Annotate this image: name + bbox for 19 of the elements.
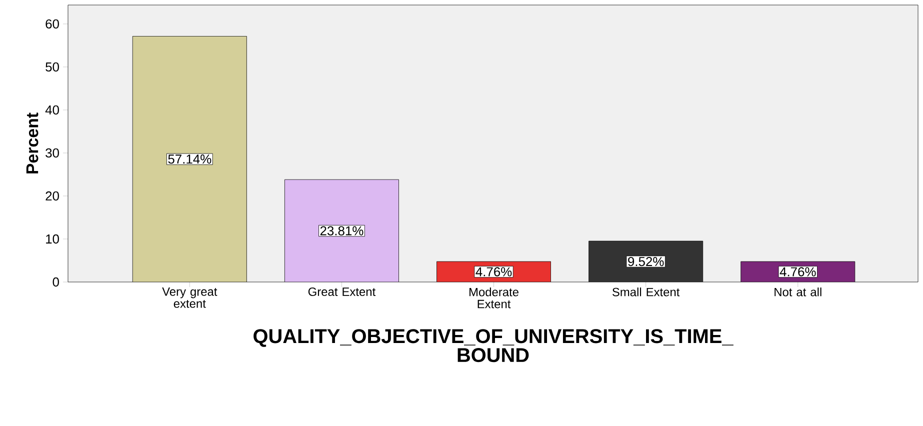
- y-tick-label: 0: [52, 277, 59, 287]
- y-tick-label: 60: [46, 19, 59, 29]
- y-tick-label: 50: [46, 62, 59, 72]
- y-tick-label: 20: [46, 191, 59, 201]
- y-axis-title: Percent: [26, 112, 38, 174]
- x-tick-label: Moderate Extent: [470, 288, 518, 308]
- data-label: 9.52%: [628, 256, 664, 266]
- x-tick-label: Great Extent: [308, 288, 376, 296]
- x-tick-label: Very great extent: [162, 288, 218, 308]
- data-label: 4.76%: [780, 267, 816, 276]
- x-axis-title: QUALITY_OBJECTIVE_OF_UNIVERSITY_IS_TIME_ BOUND: [254, 329, 734, 362]
- data-label: 57.14%: [168, 154, 212, 164]
- x-tick-label: Small Extent: [612, 288, 680, 296]
- data-label: 23.81%: [320, 226, 364, 236]
- data-label: 4.76%: [476, 267, 512, 276]
- y-tick-label: 10: [46, 234, 59, 244]
- y-tick-label: 40: [45, 105, 59, 115]
- x-tick-label: Not at all: [774, 288, 822, 296]
- y-tick-label: 30: [46, 148, 59, 158]
